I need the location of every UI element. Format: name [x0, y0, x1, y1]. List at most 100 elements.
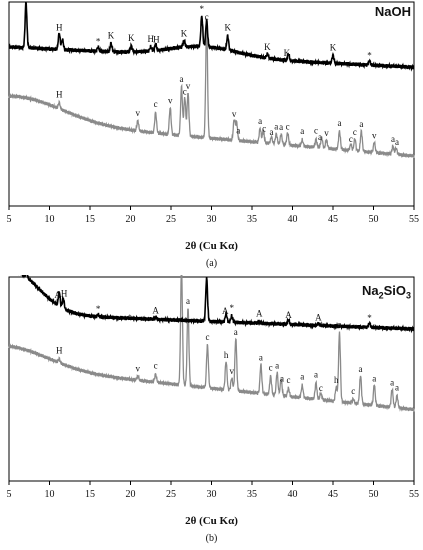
peak-label: h: [334, 375, 339, 385]
peak-label: A: [256, 308, 263, 318]
peak-label: a: [258, 116, 262, 126]
peak-label: a: [391, 134, 395, 144]
peak-label: K: [224, 22, 231, 32]
peak-label: c: [205, 332, 209, 342]
peak-label: *: [367, 51, 372, 61]
peak-label: K: [284, 48, 291, 58]
peak-label: a: [372, 373, 376, 383]
peak-label: *: [24, 0, 29, 1]
series-line-1: [8, 2, 415, 72]
peak-label: A: [152, 305, 159, 315]
x-tick-label: 40: [288, 489, 298, 500]
xrd-panel-na2sio3: 510152025303540455055Hvcaachvaacaacaacha…: [0, 275, 423, 550]
x-tick-label: 40: [288, 214, 298, 225]
peak-label: H: [61, 288, 68, 298]
x-tick-label: 35: [247, 489, 257, 500]
peak-label: c: [154, 99, 158, 109]
series-line-0: [8, 275, 415, 412]
peak-label: c: [286, 121, 290, 131]
peak-label: a: [236, 126, 240, 136]
peak-label: a: [395, 382, 399, 392]
x-tick-label: 20: [126, 214, 136, 225]
peak-label: c: [205, 12, 209, 22]
peak-label: a: [300, 126, 304, 136]
peak-label: H: [56, 346, 63, 356]
peak-label: v: [168, 95, 173, 105]
peak-label: v: [372, 131, 377, 141]
caption-a: (a): [205, 258, 218, 269]
peak-label: H: [148, 34, 155, 44]
peak-label: c: [154, 361, 158, 371]
x-tick-label: 30: [207, 489, 217, 500]
x-tick-label: 35: [247, 214, 257, 225]
x-tick-label: 45: [328, 214, 338, 225]
series-line-1: [18, 275, 415, 334]
peak-label: a: [359, 119, 363, 129]
x-tick-label: 50: [369, 214, 379, 225]
peak-label: a: [274, 121, 278, 131]
peak-label: v: [186, 81, 191, 91]
peak-label: a: [300, 372, 304, 382]
peak-label: K: [181, 29, 188, 39]
peak-label: a: [280, 373, 284, 383]
peak-label: A: [54, 290, 61, 300]
peak-label: *: [230, 303, 235, 313]
peak-label: v: [232, 109, 237, 119]
x-tick-label: 10: [45, 214, 55, 225]
peak-label: K: [330, 42, 337, 52]
peak-label: c: [353, 127, 357, 137]
peak-label: K: [128, 33, 135, 43]
peak-label: H: [56, 89, 63, 99]
peak-label: a: [259, 352, 263, 362]
x-tick-label: 55: [409, 214, 419, 225]
peak-label: a: [395, 137, 399, 147]
chart-title-na2sio3: Na2SiO3: [361, 283, 411, 301]
peak-label: c: [286, 375, 290, 385]
peak-label: a: [337, 319, 341, 329]
peak-label: c: [314, 126, 318, 136]
peak-label: a: [390, 377, 394, 387]
peak-label: a: [314, 369, 318, 379]
peak-label: c: [269, 362, 273, 372]
peak-label: a: [337, 118, 341, 128]
x-axis-label-a: 2θ (Cu Kα): [185, 240, 238, 252]
peak-label: *: [367, 313, 372, 323]
peak-label: A: [285, 310, 292, 320]
peak-label: H: [56, 22, 63, 32]
x-tick-label: 5: [7, 214, 12, 225]
series-line-0: [8, 23, 415, 159]
x-tick-label: 45: [328, 489, 338, 500]
peak-label: *: [200, 4, 205, 14]
xrd-chart-na2sio3: 510152025303540455055Hvcaachvaacaacaacha…: [7, 275, 419, 500]
peak-label: K: [108, 31, 115, 41]
peak-label: h: [224, 350, 229, 360]
x-tick-label: 15: [85, 214, 95, 225]
peak-label: a: [269, 127, 273, 137]
x-tick-label: 55: [409, 489, 419, 500]
peak-label: v: [136, 363, 141, 373]
peak-label: a: [275, 361, 279, 371]
x-tick-label: 25: [166, 214, 176, 225]
peak-label: a: [180, 74, 184, 84]
x-tick-label: 10: [45, 489, 55, 500]
peak-label: c: [319, 383, 323, 393]
x-axis-label-b: 2θ (Cu Kα): [185, 515, 238, 527]
x-tick-label: 25: [166, 489, 176, 500]
peak-label: a: [186, 296, 190, 306]
plot-frame: [8, 276, 415, 482]
peak-label: *: [96, 304, 101, 314]
peak-label: a: [318, 132, 322, 142]
peak-label: a: [234, 327, 238, 337]
peak-label: *: [96, 36, 101, 46]
chart-title-naoh: NaOH: [374, 4, 411, 19]
caption-b: (b): [205, 533, 218, 544]
x-tick-label: 30: [207, 214, 217, 225]
peak-label: c: [183, 87, 187, 97]
peak-label: c: [351, 386, 355, 396]
peak-label: a: [279, 122, 283, 132]
peak-label: v: [136, 108, 141, 118]
peak-label: A: [222, 306, 229, 316]
peak-label: c: [262, 123, 266, 133]
